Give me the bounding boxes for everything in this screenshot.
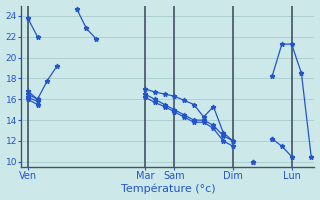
X-axis label: Température (°c): Température (°c) <box>121 184 215 194</box>
